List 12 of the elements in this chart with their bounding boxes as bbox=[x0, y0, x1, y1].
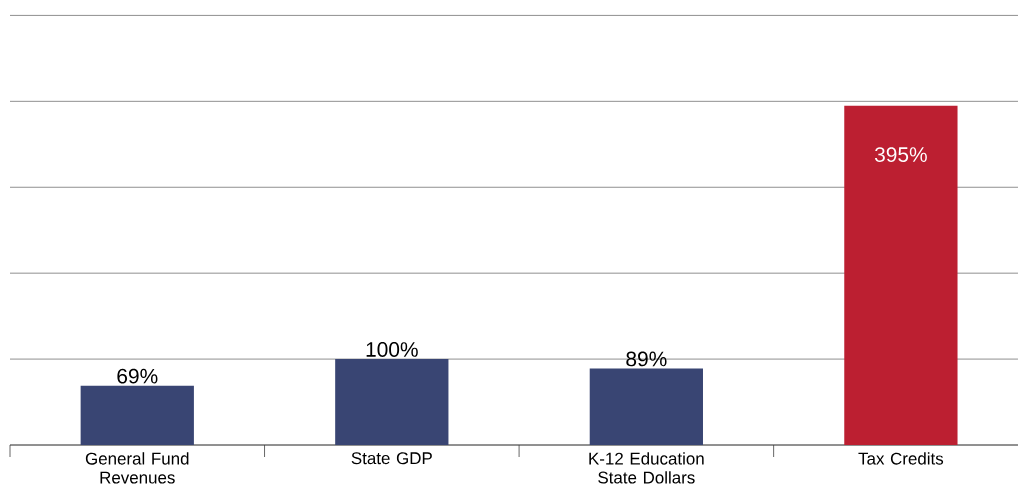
x-tick-label: General Fund Revenues bbox=[85, 452, 189, 484]
bar bbox=[589, 368, 703, 445]
data-label: 395% bbox=[874, 147, 927, 162]
bar bbox=[844, 105, 958, 445]
x-tick-label: Tax Credits bbox=[858, 452, 944, 465]
bar bbox=[335, 359, 449, 445]
x-tick-label: State GDP bbox=[351, 452, 432, 465]
data-label: 69% bbox=[117, 368, 158, 384]
data-label: 89% bbox=[626, 351, 667, 367]
x-tick-label: K-12 Education State Dollars bbox=[589, 452, 704, 484]
data-label: 100% bbox=[366, 342, 418, 357]
bar bbox=[80, 385, 194, 445]
